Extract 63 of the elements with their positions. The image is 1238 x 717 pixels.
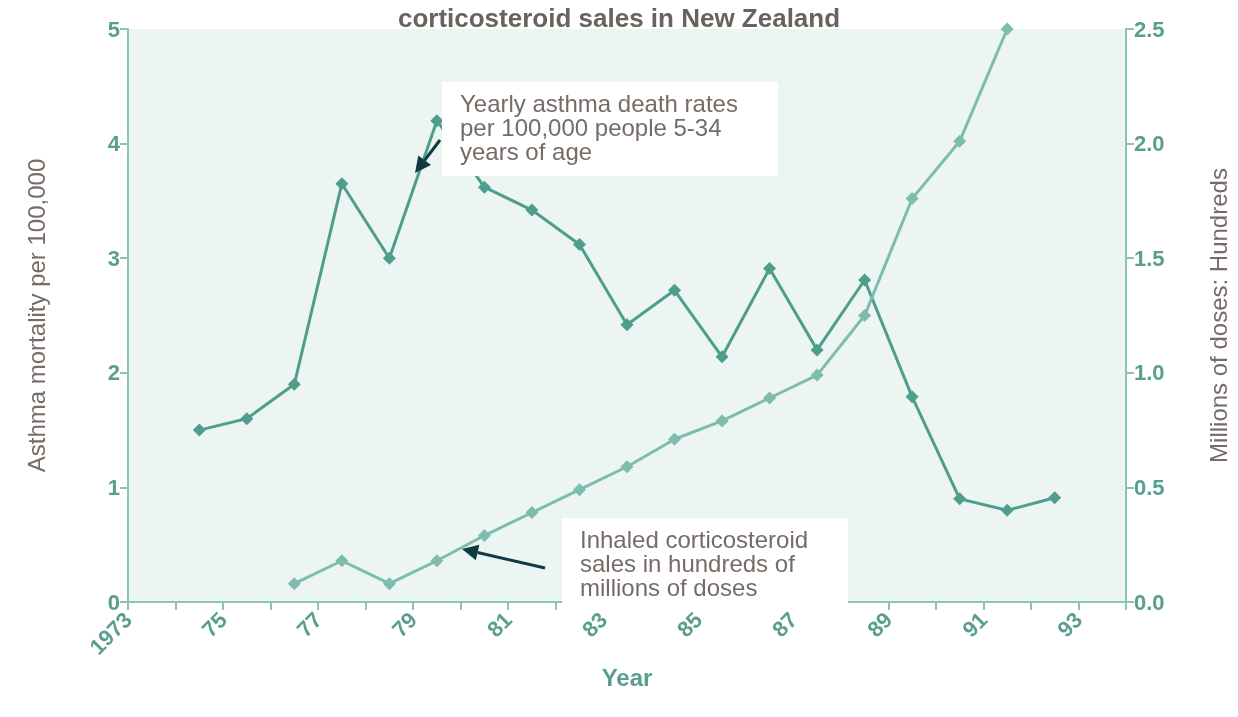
point (335, 177, 349, 191)
annotation: Yearly asthma death rates per 100,000 people 5-34 years of age (442, 82, 778, 176)
y2-tick-label: 2.5 (1134, 16, 1165, 42)
y-axis-title: Asthma mortality per 100,000 (22, 158, 50, 473)
y2-tick-label: 1.0 (1134, 360, 1165, 386)
point (192, 423, 206, 437)
point (287, 577, 301, 591)
x-tick-label: 79 (387, 607, 422, 643)
x-tick-label: 83 (577, 607, 613, 643)
annotation: Inhaled corticosteroid sales in hundreds of millions of doses (580, 526, 809, 601)
x-tick-label: 87 (767, 607, 803, 643)
y-tick-label: 2 (107, 360, 120, 386)
x-tick-label: 85 (672, 607, 708, 643)
point (1000, 503, 1014, 517)
point (858, 309, 872, 322)
point (905, 192, 919, 206)
point (1048, 491, 1062, 505)
x-tick-label: 91 (957, 607, 993, 643)
point (572, 237, 586, 251)
point (525, 203, 539, 217)
point (858, 273, 872, 287)
x-tick-label: 93 (1052, 607, 1088, 643)
point (430, 114, 444, 128)
y2-axis-title: Millions of doses: Hundreds (1204, 168, 1232, 463)
chart-title: corticosteroid sales in New Zealand (397, 3, 841, 33)
point (525, 506, 539, 520)
point (763, 391, 777, 405)
x-axis-title: Year (601, 663, 653, 691)
x-tick-label: 77 (291, 607, 327, 643)
point (430, 554, 444, 568)
point (620, 318, 634, 332)
y-tick-label: 0 (107, 589, 120, 615)
point (572, 483, 586, 497)
y-tick-label: 1 (107, 474, 120, 500)
x-tick-label: 89 (862, 607, 898, 643)
point (668, 432, 682, 446)
point (620, 460, 634, 474)
x-tick-label: 81 (482, 607, 518, 643)
y-tick-label: 4 (107, 131, 121, 157)
point (382, 251, 396, 265)
point (1000, 22, 1014, 36)
point (240, 412, 254, 426)
y2-tick-label: 0.0 (1134, 589, 1165, 615)
point (953, 134, 967, 148)
point (763, 262, 777, 276)
point (953, 492, 967, 506)
point (810, 343, 824, 357)
y2-tick-label: 2.0 (1134, 131, 1165, 157)
y2-tick-label: 1.5 (1134, 245, 1165, 271)
y2-tick-label: 0.5 (1134, 474, 1165, 500)
point (382, 577, 396, 591)
point (668, 283, 682, 297)
point (477, 529, 491, 543)
x-tick-label: 75 (196, 607, 232, 643)
point (715, 350, 729, 364)
y-tick-label: 5 (107, 16, 120, 42)
point (335, 554, 349, 568)
point (810, 368, 824, 382)
point (287, 377, 301, 391)
y-tick-label: 3 (107, 245, 120, 271)
point (477, 180, 491, 194)
point (715, 414, 729, 428)
point (905, 390, 919, 404)
